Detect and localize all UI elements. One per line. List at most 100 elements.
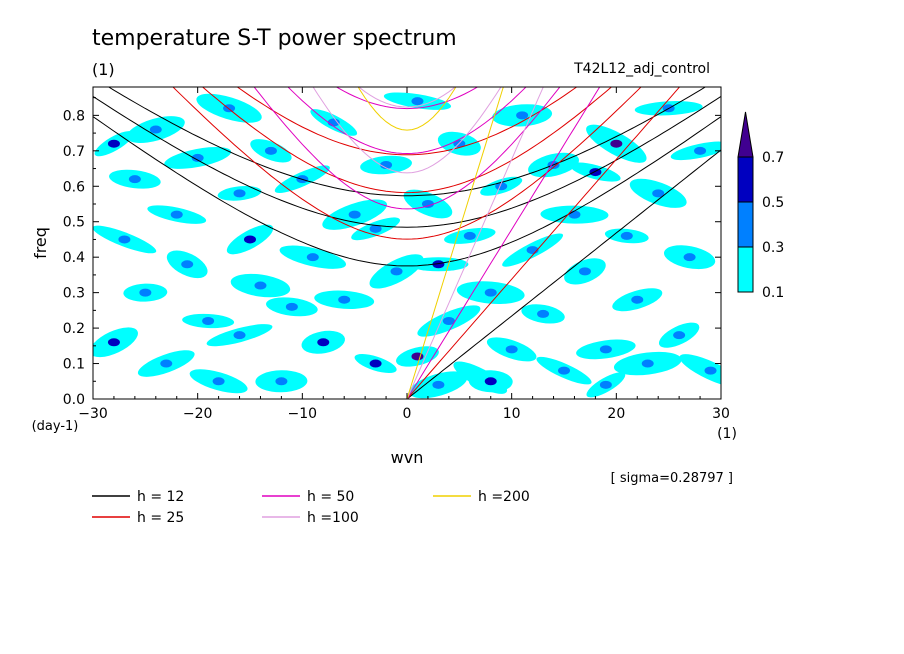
y-axis-unit: (day-1): [32, 419, 79, 434]
colorbar-segment: [737, 201, 754, 248]
heatmap-blob-core: [139, 288, 152, 297]
heatmap-blob-core: [484, 288, 497, 297]
heatmap-blob-core: [306, 253, 319, 262]
legend-label: h =100: [307, 510, 359, 526]
curve-ig2-h100: [358, 87, 456, 108]
heatmap-blob-peak: [110, 339, 118, 346]
plot-area: −30 −20 −10 0 10 20 30 0.0 0.1 0.2 0.3 0.4 0.5 0.6 0.…: [63, 86, 730, 422]
y-tick-label: 0.5: [63, 215, 85, 231]
y-tick-label: 0.2: [63, 321, 85, 337]
heatmap-blob-core: [620, 231, 633, 240]
chart-subtitle-left: (1): [92, 60, 115, 79]
heatmap-blob-core: [505, 345, 518, 354]
heatmap-blob-core: [285, 302, 298, 311]
legend: h = 12 h = 25 h = 50 h =100 h =200: [92, 489, 530, 526]
heatmap-blob-core: [149, 125, 162, 134]
x-tick-label: 10: [503, 406, 521, 422]
y-tick-label: 0.6: [63, 179, 85, 195]
curve-ig2-h12: [93, 95, 721, 228]
heatmap-blob-core: [348, 210, 361, 219]
heatmap-blob-core: [191, 153, 204, 162]
heatmap-blob-core: [380, 161, 393, 169]
chart-subtitle-right: T42L12_adj_control: [573, 61, 710, 77]
x-axis-ticks: −30 −20 −10 0 10 20 30: [78, 87, 730, 422]
curve-kelvin-h25: [406, 87, 681, 399]
heatmap-blob-core: [233, 189, 246, 198]
colorbar-arrow: [737, 111, 754, 158]
heatmap-blob-core: [160, 359, 173, 368]
x-tick-label: 20: [607, 406, 625, 422]
x-axis-unit: (1): [717, 426, 737, 442]
heatmap-blob-core: [128, 175, 141, 184]
curve-ig3-h12: [107, 87, 707, 197]
x-tick-label: −30: [78, 406, 108, 422]
heatmap-blob-core: [233, 331, 246, 340]
heatmap-blob-peak: [246, 236, 254, 243]
heatmap-blob-core: [641, 359, 654, 368]
heatmap-blob-core: [558, 366, 570, 375]
heatmap-blob-core: [118, 235, 131, 244]
curve-ig2-h50: [287, 87, 527, 155]
curve-ig1-h25: [172, 87, 642, 240]
heatmap-blob-core: [411, 97, 424, 106]
heatmap-blob-core: [673, 331, 686, 340]
heatmap-blob-core: [683, 253, 696, 262]
heatmap-blob-core: [537, 309, 550, 318]
heatmap-blob-peak: [487, 378, 495, 385]
heatmap-blob-core: [599, 380, 612, 389]
legend-label: h = 50: [307, 489, 354, 505]
curve-ig1-h100: [312, 87, 502, 174]
heatmap-blob-core: [212, 377, 225, 386]
heatmap-blob-core: [254, 281, 267, 290]
colorbar-label: 0.3: [762, 240, 784, 256]
heatmap-blob-peak: [319, 339, 327, 346]
x-tick-label: −20: [183, 406, 213, 422]
y-tick-label: 0.1: [63, 357, 85, 373]
x-tick-label: 0: [403, 406, 412, 422]
curve-ig1-h50: [253, 87, 561, 210]
legend-label: h = 12: [137, 489, 184, 505]
heatmap-blob-core: [338, 295, 351, 304]
heatmap-blob-core: [631, 295, 644, 304]
curve-kelvin-h100: [406, 87, 544, 399]
heatmap-blob-core: [432, 380, 445, 389]
heatmap-blob-core: [442, 317, 455, 325]
curve-kelvin-h200: [406, 87, 504, 399]
curve-kelvin-h12: [406, 149, 721, 399]
heatmap-blob-core: [390, 267, 403, 276]
legend-label: h =200: [478, 489, 530, 505]
colorbar: 0.1 0.3 0.5 0.7: [737, 111, 784, 301]
heatmap-blob-core: [369, 224, 382, 233]
x-tick-label: 30: [712, 406, 730, 422]
heatmap-blob-peak: [372, 360, 380, 367]
heatmap-blob-peak: [110, 140, 118, 147]
colorbar-label: 0.5: [762, 195, 784, 211]
curve-ig3-h25: [236, 87, 578, 156]
curve-ig1-h12: [93, 116, 721, 267]
heatmap-blob-core: [463, 231, 476, 240]
heatmap-blob-core: [421, 200, 434, 208]
heatmap-blob-core: [516, 111, 529, 120]
y-tick-label: 0.3: [63, 286, 85, 302]
curve-ig3-h50: [335, 87, 479, 110]
heatmap-blob-core: [495, 182, 508, 191]
heatmap-blob-core: [170, 210, 183, 219]
legend-label: h = 25: [137, 510, 184, 526]
heatmap-blob-core: [704, 366, 717, 375]
colorbar-segment: [737, 246, 754, 293]
heatmap-blob-core: [599, 345, 612, 354]
y-tick-label: 0.8: [63, 108, 85, 124]
y-tick-label: 0.4: [63, 250, 85, 266]
y-tick-label: 0.0: [63, 392, 85, 408]
dispersion-curves: [93, 87, 721, 399]
colorbar-label: 0.7: [762, 150, 784, 166]
heatmap-blob-core: [694, 146, 707, 155]
heatmap-blob-core: [264, 146, 277, 155]
heatmap-blob-core: [181, 260, 194, 269]
heatmap-blob-peak: [434, 261, 442, 268]
x-tick-label: −10: [288, 406, 318, 422]
curve-ig1-h200: [357, 87, 457, 131]
x-axis-label: wvn: [391, 448, 424, 467]
sigma-note: [ sigma=0.28797 ]: [611, 471, 733, 486]
